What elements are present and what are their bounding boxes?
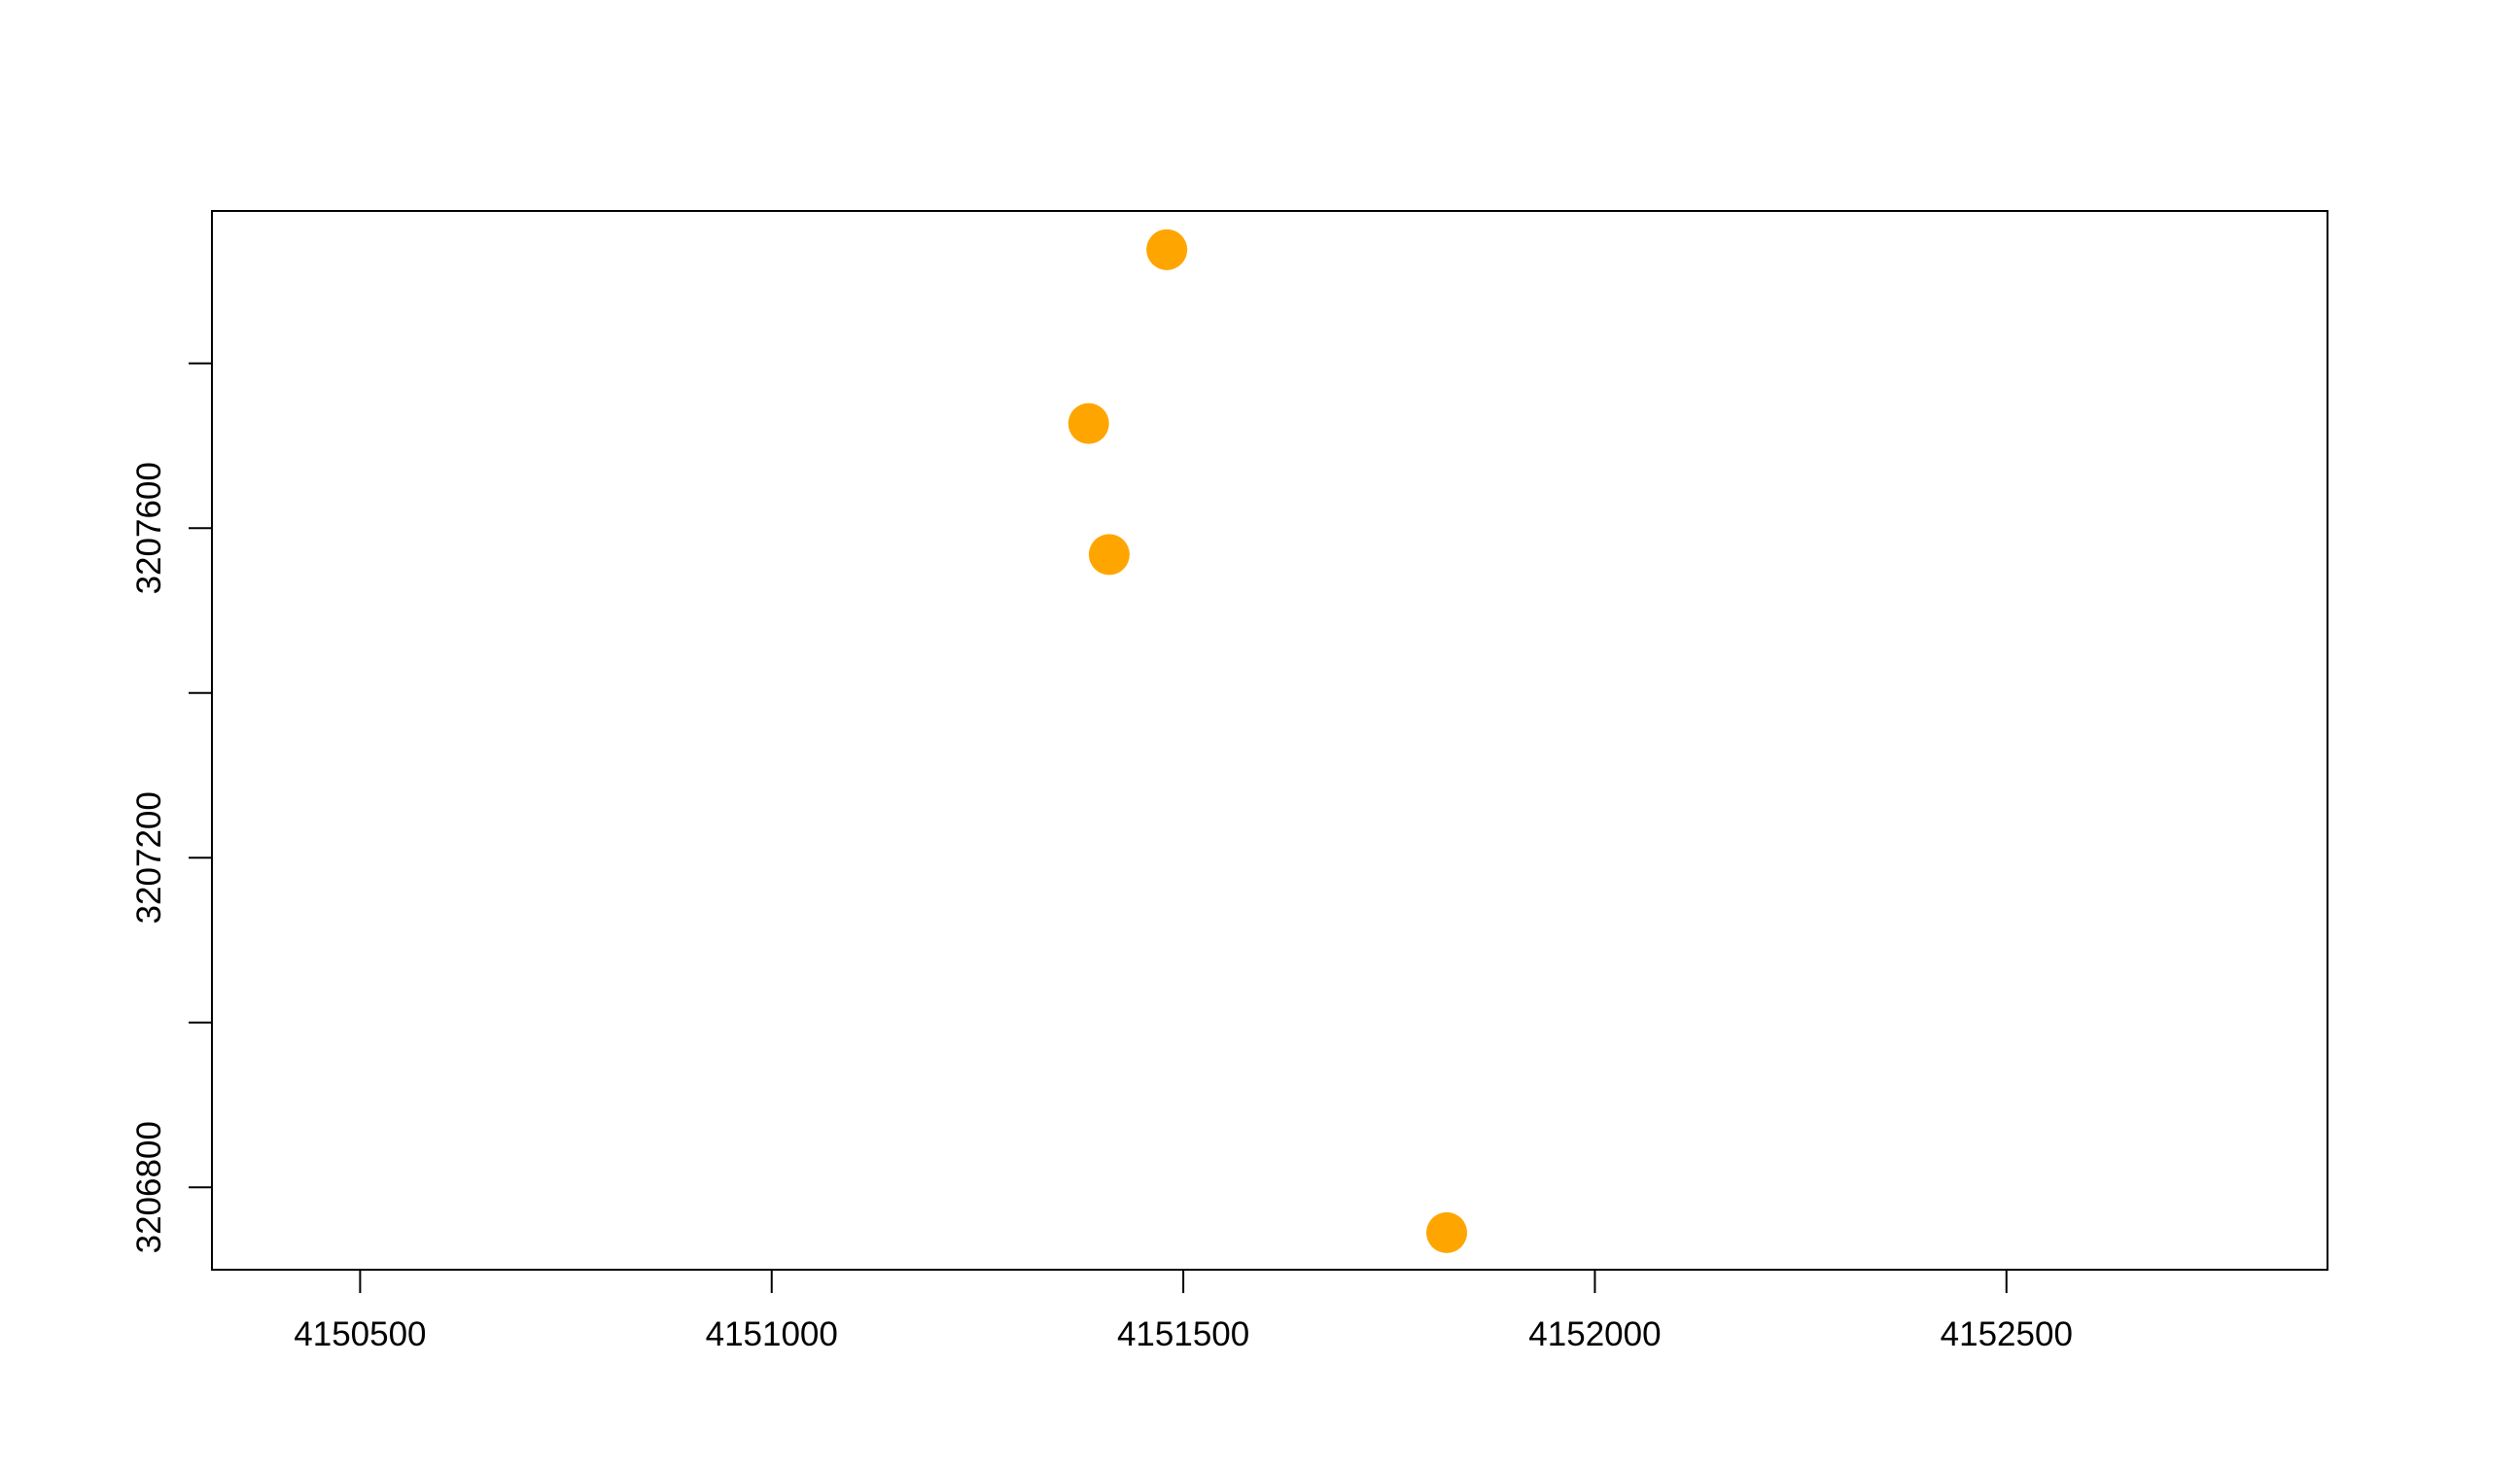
y-tick-label: 3207600 [130,462,168,594]
data-points [1068,228,1468,1253]
x-tick-label: 4151500 [1117,1315,1249,1353]
plot-frame [211,210,2328,1271]
x-tick-label: 4150500 [294,1315,426,1353]
data-point [1088,534,1130,576]
y-tick-label: 3207200 [130,791,168,924]
y-tick-label: 3206800 [130,1121,168,1253]
x-axis: 4150500 4151000 4151500 4152000 4152500 [294,1269,2073,1353]
data-point [1068,402,1109,444]
x-tick-label: 4152000 [1528,1315,1661,1353]
x-tick-label: 4152500 [1941,1315,2073,1353]
data-point [1426,1211,1468,1253]
x-tick-label: 4151000 [706,1315,838,1353]
data-point [1146,228,1188,270]
